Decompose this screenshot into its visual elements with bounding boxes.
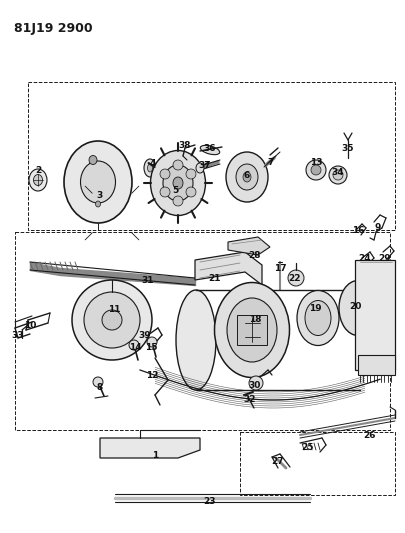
Circle shape bbox=[102, 310, 122, 330]
Polygon shape bbox=[237, 315, 266, 345]
Text: 9: 9 bbox=[374, 222, 380, 231]
Text: 5: 5 bbox=[171, 185, 178, 195]
Ellipse shape bbox=[196, 163, 203, 173]
Ellipse shape bbox=[214, 282, 289, 377]
Text: 10: 10 bbox=[24, 320, 36, 329]
Text: 7: 7 bbox=[267, 157, 273, 166]
Text: 15: 15 bbox=[145, 343, 157, 352]
Ellipse shape bbox=[150, 150, 205, 215]
Ellipse shape bbox=[144, 159, 156, 177]
Text: 2: 2 bbox=[35, 166, 41, 174]
Ellipse shape bbox=[173, 177, 183, 189]
Circle shape bbox=[129, 340, 139, 350]
Text: 28: 28 bbox=[248, 251, 260, 260]
Text: 13: 13 bbox=[309, 157, 322, 166]
Circle shape bbox=[160, 169, 170, 179]
Text: 12: 12 bbox=[145, 370, 158, 379]
Text: 39: 39 bbox=[139, 332, 151, 341]
Circle shape bbox=[248, 376, 262, 390]
Text: 26: 26 bbox=[363, 431, 375, 440]
Ellipse shape bbox=[147, 164, 152, 172]
Text: 27: 27 bbox=[271, 457, 283, 466]
Text: 29: 29 bbox=[378, 254, 390, 262]
Circle shape bbox=[84, 292, 140, 348]
Text: 22: 22 bbox=[288, 273, 301, 282]
Circle shape bbox=[72, 280, 151, 360]
Text: 23: 23 bbox=[203, 497, 216, 506]
Circle shape bbox=[287, 270, 303, 286]
Text: 38: 38 bbox=[178, 141, 191, 149]
Text: 36: 36 bbox=[203, 143, 216, 152]
Ellipse shape bbox=[338, 280, 376, 335]
Ellipse shape bbox=[34, 174, 43, 185]
Ellipse shape bbox=[64, 141, 132, 223]
Text: 3: 3 bbox=[97, 190, 103, 199]
Polygon shape bbox=[357, 355, 394, 375]
Text: 18: 18 bbox=[248, 316, 260, 325]
Circle shape bbox=[305, 160, 325, 180]
Polygon shape bbox=[194, 252, 261, 285]
Ellipse shape bbox=[296, 290, 338, 345]
Text: 30: 30 bbox=[248, 381, 260, 390]
Text: 20: 20 bbox=[348, 302, 360, 311]
Text: 21: 21 bbox=[208, 273, 221, 282]
Circle shape bbox=[93, 377, 103, 387]
Text: 34: 34 bbox=[331, 167, 343, 176]
Text: 32: 32 bbox=[243, 395, 256, 405]
Circle shape bbox=[147, 337, 157, 347]
Ellipse shape bbox=[175, 290, 215, 390]
Text: 16: 16 bbox=[351, 225, 363, 235]
Ellipse shape bbox=[243, 172, 250, 182]
Ellipse shape bbox=[304, 301, 330, 335]
Text: 4: 4 bbox=[149, 158, 156, 167]
Text: 25: 25 bbox=[301, 443, 313, 453]
Text: 17: 17 bbox=[273, 263, 286, 272]
Circle shape bbox=[185, 187, 196, 197]
Text: 8: 8 bbox=[97, 383, 103, 392]
Ellipse shape bbox=[89, 156, 97, 165]
Text: 35: 35 bbox=[341, 143, 354, 152]
Text: 1: 1 bbox=[151, 450, 158, 459]
Circle shape bbox=[185, 169, 196, 179]
Ellipse shape bbox=[235, 164, 257, 190]
Ellipse shape bbox=[29, 169, 47, 191]
Ellipse shape bbox=[80, 161, 115, 203]
Text: 19: 19 bbox=[308, 303, 320, 312]
Circle shape bbox=[173, 196, 183, 206]
Text: 24: 24 bbox=[358, 254, 371, 262]
Text: 6: 6 bbox=[243, 171, 249, 180]
Text: 31: 31 bbox=[141, 276, 154, 285]
Ellipse shape bbox=[95, 201, 100, 207]
Ellipse shape bbox=[226, 152, 267, 202]
Ellipse shape bbox=[226, 298, 276, 362]
Text: 11: 11 bbox=[107, 305, 120, 314]
Circle shape bbox=[160, 187, 170, 197]
Circle shape bbox=[173, 160, 183, 170]
Polygon shape bbox=[354, 260, 394, 370]
Ellipse shape bbox=[162, 165, 192, 201]
Circle shape bbox=[332, 170, 342, 180]
Polygon shape bbox=[228, 237, 269, 255]
Text: 14: 14 bbox=[128, 343, 141, 352]
Text: 33: 33 bbox=[12, 330, 24, 340]
Ellipse shape bbox=[200, 146, 219, 155]
Polygon shape bbox=[100, 438, 200, 458]
Text: 37: 37 bbox=[198, 160, 211, 169]
Circle shape bbox=[328, 166, 346, 184]
Circle shape bbox=[310, 165, 320, 175]
Text: 81J19 2900: 81J19 2900 bbox=[14, 22, 92, 35]
